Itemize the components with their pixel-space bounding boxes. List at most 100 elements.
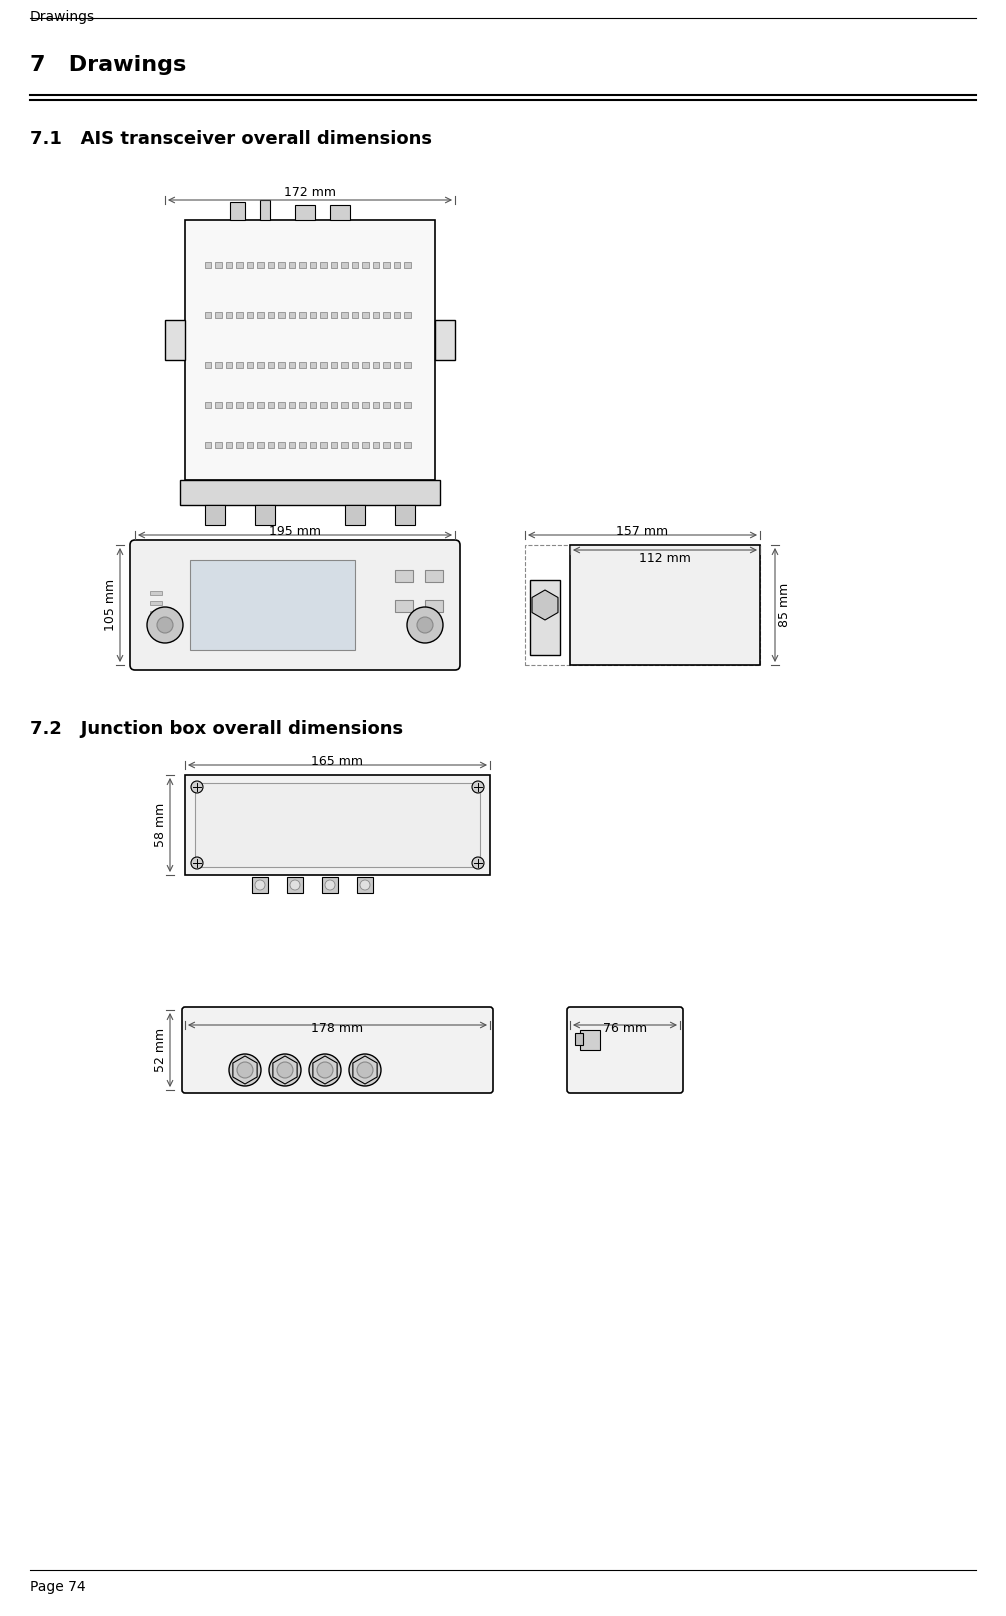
- Bar: [300, 402, 306, 407]
- Circle shape: [349, 1054, 381, 1086]
- Bar: [180, 480, 440, 504]
- Circle shape: [290, 881, 300, 890]
- Bar: [205, 402, 211, 407]
- Bar: [279, 443, 285, 448]
- Bar: [236, 312, 242, 318]
- Bar: [373, 362, 379, 368]
- Circle shape: [157, 617, 173, 633]
- Bar: [205, 262, 211, 268]
- Bar: [236, 262, 242, 268]
- Bar: [195, 784, 480, 868]
- Bar: [247, 362, 254, 368]
- Bar: [321, 443, 327, 448]
- Text: 112 mm: 112 mm: [639, 553, 691, 566]
- Bar: [205, 312, 211, 318]
- Bar: [435, 320, 455, 360]
- Bar: [258, 443, 264, 448]
- Bar: [341, 362, 348, 368]
- Bar: [352, 262, 358, 268]
- Bar: [345, 504, 365, 525]
- Bar: [230, 202, 245, 220]
- Text: 58 mm: 58 mm: [154, 803, 167, 847]
- Bar: [362, 443, 369, 448]
- Bar: [289, 312, 296, 318]
- Bar: [268, 362, 275, 368]
- Bar: [279, 362, 285, 368]
- Bar: [362, 402, 369, 407]
- Bar: [310, 443, 316, 448]
- Bar: [268, 262, 275, 268]
- Text: 52 mm: 52 mm: [154, 1028, 167, 1071]
- Bar: [150, 601, 162, 604]
- Text: 178 mm: 178 mm: [312, 1021, 363, 1034]
- Bar: [341, 262, 348, 268]
- Bar: [289, 362, 296, 368]
- Bar: [287, 877, 303, 894]
- Bar: [310, 312, 316, 318]
- Bar: [395, 600, 413, 612]
- Text: Drawings: Drawings: [30, 10, 96, 24]
- Bar: [352, 443, 358, 448]
- Bar: [404, 362, 410, 368]
- Bar: [341, 443, 348, 448]
- Bar: [394, 262, 400, 268]
- Bar: [352, 402, 358, 407]
- Text: 7   Drawings: 7 Drawings: [30, 55, 186, 74]
- Text: 105 mm: 105 mm: [104, 579, 117, 632]
- Bar: [362, 262, 369, 268]
- Bar: [341, 402, 348, 407]
- FancyBboxPatch shape: [182, 1007, 493, 1092]
- Bar: [404, 262, 410, 268]
- Bar: [383, 443, 389, 448]
- Bar: [279, 312, 285, 318]
- Bar: [321, 312, 327, 318]
- Bar: [279, 402, 285, 407]
- Bar: [205, 443, 211, 448]
- Bar: [310, 262, 316, 268]
- Bar: [373, 402, 379, 407]
- Bar: [215, 402, 221, 407]
- Circle shape: [357, 1062, 373, 1078]
- Bar: [525, 545, 760, 666]
- Bar: [190, 561, 355, 650]
- Bar: [383, 402, 389, 407]
- Circle shape: [229, 1054, 261, 1086]
- Bar: [530, 580, 560, 654]
- Bar: [252, 877, 268, 894]
- Text: 7.1   AIS transceiver overall dimensions: 7.1 AIS transceiver overall dimensions: [30, 129, 432, 149]
- Bar: [404, 402, 410, 407]
- Bar: [226, 443, 232, 448]
- Text: 165 mm: 165 mm: [312, 755, 363, 768]
- Circle shape: [255, 881, 265, 890]
- Bar: [383, 312, 389, 318]
- Circle shape: [191, 856, 203, 869]
- Bar: [362, 312, 369, 318]
- Bar: [215, 312, 221, 318]
- Bar: [310, 402, 316, 407]
- FancyBboxPatch shape: [567, 1007, 683, 1092]
- Bar: [236, 362, 242, 368]
- Bar: [300, 312, 306, 318]
- Bar: [226, 312, 232, 318]
- Circle shape: [277, 1062, 293, 1078]
- Text: 195 mm: 195 mm: [269, 525, 321, 538]
- Bar: [425, 570, 443, 582]
- Bar: [215, 362, 221, 368]
- Bar: [321, 402, 327, 407]
- Bar: [289, 443, 296, 448]
- Bar: [352, 362, 358, 368]
- Bar: [247, 443, 254, 448]
- Text: 172 mm: 172 mm: [284, 186, 336, 199]
- Bar: [260, 200, 270, 220]
- Bar: [205, 504, 225, 525]
- Bar: [268, 443, 275, 448]
- Bar: [383, 262, 389, 268]
- Bar: [570, 545, 760, 666]
- Bar: [394, 312, 400, 318]
- Bar: [300, 443, 306, 448]
- Bar: [205, 362, 211, 368]
- Bar: [215, 443, 221, 448]
- Bar: [268, 402, 275, 407]
- Bar: [575, 1033, 583, 1046]
- Circle shape: [417, 617, 433, 633]
